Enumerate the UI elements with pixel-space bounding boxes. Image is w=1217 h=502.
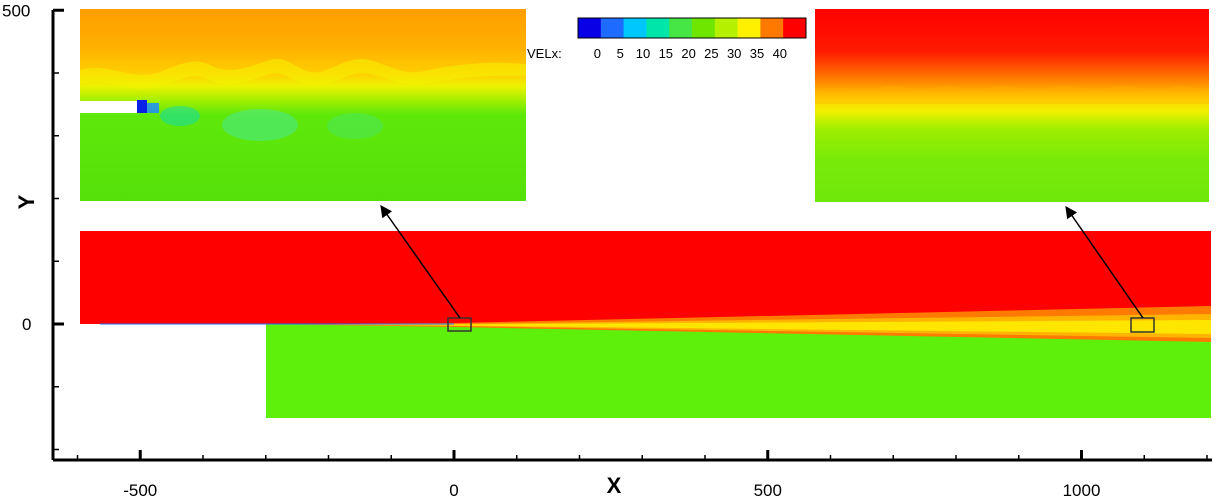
legend-label: 10 (636, 46, 650, 61)
legend-swatch (760, 18, 784, 38)
y-ticks (53, 8, 64, 451)
mixing-layer-inner (266, 320, 1211, 334)
x-tick-label: 0 (449, 481, 458, 500)
zoom-arrow-left (380, 205, 461, 319)
x-tick-label: 1000 (1063, 481, 1101, 500)
legend-swatch (578, 18, 602, 38)
legend-swatch (669, 18, 693, 38)
legend-label: 20 (681, 46, 695, 61)
x-tick-label: 500 (754, 481, 782, 500)
velx-legend: VELx: 0 5 10 15 20 25 30 35 40 (527, 17, 807, 61)
legend-swatch (714, 18, 739, 38)
legend-title: VELx: (527, 46, 562, 61)
lower-stream-region (266, 324, 1211, 418)
right-inset (815, 9, 1209, 202)
legend-swatches (577, 17, 807, 39)
legend-label: 25 (704, 46, 718, 61)
x-tick-labels: -500 0 500 1000 (123, 481, 1100, 500)
upper-stream-region (80, 231, 1211, 324)
zoom-insets (80, 9, 1209, 202)
legend-label: 0 (594, 46, 601, 61)
flow-field (80, 231, 1211, 418)
y-axis-title: Y (14, 194, 39, 209)
legend-label: 30 (727, 46, 741, 61)
left-inset (80, 9, 526, 201)
legend-label: 15 (659, 46, 673, 61)
legend-frame (577, 17, 807, 39)
legend-swatch (646, 18, 670, 38)
legend-label: 35 (750, 46, 764, 61)
zoom-indicators (380, 205, 1155, 333)
legend-label: 5 (617, 46, 624, 61)
x-axis-title: X (607, 473, 622, 498)
y-tick-label: 500 (2, 1, 30, 20)
splitter-plate (80, 101, 138, 113)
x-tick-label: -500 (123, 481, 157, 500)
y-tick-labels: 0 500 (2, 1, 31, 334)
legend-labels: 0 5 10 15 20 25 30 35 40 (594, 46, 787, 61)
legend-swatch (623, 18, 647, 38)
legend-swatch (600, 18, 625, 38)
legend-swatch (692, 18, 716, 38)
zoom-arrow-right (1065, 206, 1144, 319)
x-ticks (76, 450, 1208, 460)
legend-label: 40 (773, 46, 787, 61)
legend-swatch (783, 18, 807, 38)
y-tick-label: 0 (22, 315, 31, 334)
legend-swatch (737, 18, 761, 38)
